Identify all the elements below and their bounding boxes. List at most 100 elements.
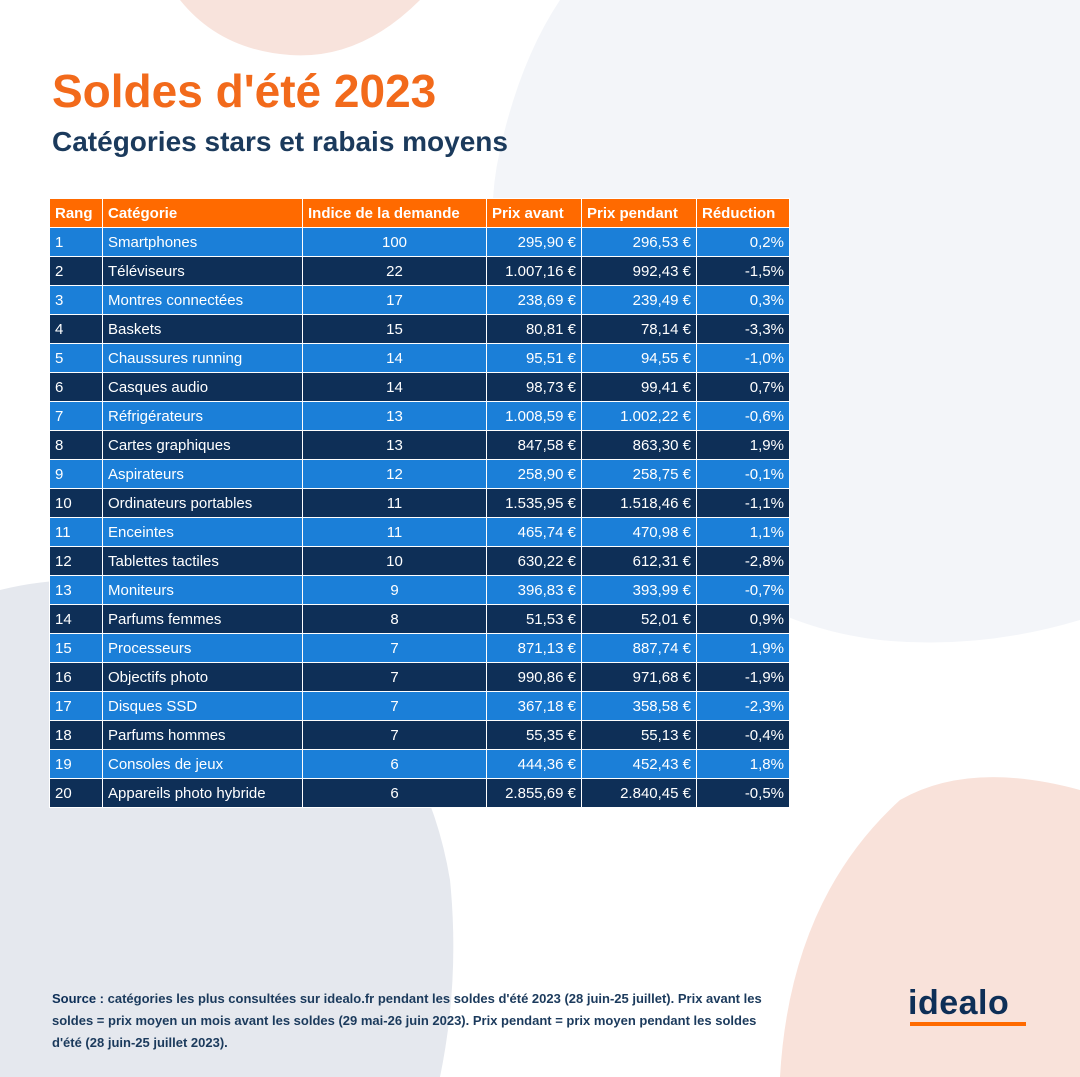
table-cell: 2.840,45 €	[581, 778, 697, 808]
table-cell: 94,55 €	[581, 343, 697, 373]
table-row: 11 Enceintes 11 465,74 €470,98 €1,1%	[49, 517, 790, 547]
table-cell: 1.002,22 €	[581, 401, 697, 431]
table-cell: 1,9%	[696, 633, 790, 663]
table-cell: Enceintes	[102, 517, 303, 547]
table-cell: 0,2%	[696, 227, 790, 257]
table-cell: Parfums femmes	[102, 604, 303, 634]
logo: idealo	[908, 984, 1010, 1022]
table: Rang Catégorie Indice de la demande Prix av…	[49, 198, 790, 808]
table-row: 4 Baskets 15 80,81 €78,14 € -3,3%	[49, 314, 790, 344]
table-cell: 11	[49, 517, 103, 547]
table-cell: 612,31 €	[581, 546, 697, 576]
table-row: 18 Parfums hommes 7 55,35 €55,13 € -0,4%	[49, 720, 790, 750]
table-cell: -1,5%	[696, 256, 790, 286]
table-cell: 1,1%	[696, 517, 790, 547]
table-cell: Ordinateurs portables	[102, 488, 303, 518]
table-cell: 13	[302, 401, 487, 431]
table-cell: 863,30 €	[581, 430, 697, 460]
table-cell: -0,7%	[696, 575, 790, 605]
table-cell: 3	[49, 285, 103, 315]
table-cell: 444,36 €	[486, 749, 582, 779]
table-cell: 1.008,59 €	[486, 401, 582, 431]
table-cell: 17	[302, 285, 487, 315]
table-cell: 9	[302, 575, 487, 605]
table-cell: 1.518,46 €	[581, 488, 697, 518]
table-cell: 452,43 €	[581, 749, 697, 779]
table-cell: -0,1%	[696, 459, 790, 489]
table-cell: 14	[302, 343, 487, 373]
table-cell: Montres connectées	[102, 285, 303, 315]
table-row: 20 Appareils photo hybride 6 2.855,69 €2.84…	[49, 778, 790, 808]
table-cell: Chaussures running	[102, 343, 303, 373]
table-row: 8 Cartes graphiques 13 847,58 €863,30 €1,9%	[49, 430, 790, 460]
table-cell: Réfrigérateurs	[102, 401, 303, 431]
table-cell: 6	[302, 749, 487, 779]
table-cell: 358,58 €	[581, 691, 697, 721]
table-cell: 1.535,95 €	[486, 488, 582, 518]
header-row: Rang Catégorie Indice de la demande Prix av…	[49, 198, 790, 228]
table-row: 7 Réfrigérateurs 13 1.008,59 €1.002,22 € -0,…	[49, 401, 790, 431]
table-cell: 258,75 €	[581, 459, 697, 489]
table-cell: 10	[49, 488, 103, 518]
source-note: Source : catégories les plus consultées …	[52, 988, 782, 1054]
table-row: 17 Disques SSD 7 367,18 €358,58 € -2,3%	[49, 691, 790, 721]
table-row: 6 Casques audio 14 98,73 €99,41 €0,7%	[49, 372, 790, 402]
table-cell: 10	[302, 546, 487, 576]
table-cell: -2,3%	[696, 691, 790, 721]
table-cell: -2,8%	[696, 546, 790, 576]
table-cell: 78,14 €	[581, 314, 697, 344]
table-cell: 7	[49, 401, 103, 431]
table-cell: 296,53 €	[581, 227, 697, 257]
table-cell: 80,81 €	[486, 314, 582, 344]
table-cell: 393,99 €	[581, 575, 697, 605]
table-cell: 55,13 €	[581, 720, 697, 750]
table-cell: 1,8%	[696, 749, 790, 779]
table-cell: 5	[49, 343, 103, 373]
table-cell: Aspirateurs	[102, 459, 303, 489]
table-cell: 1.007,16 €	[486, 256, 582, 286]
table-cell: 95,51 €	[486, 343, 582, 373]
table-cell: 2.855,69 €	[486, 778, 582, 808]
table-cell: Appareils photo hybride	[102, 778, 303, 808]
table-cell: Disques SSD	[102, 691, 303, 721]
table-cell: 9	[49, 459, 103, 489]
table-cell: 971,68 €	[581, 662, 697, 692]
table-cell: -1,0%	[696, 343, 790, 373]
table-cell: 15	[49, 633, 103, 663]
table-cell: 14	[49, 604, 103, 634]
table-cell: 100	[302, 227, 487, 257]
blob	[180, 0, 420, 56]
table-cell: 12	[302, 459, 487, 489]
table-cell: 295,90 €	[486, 227, 582, 257]
table-cell: 1,9%	[696, 430, 790, 460]
table-cell: 258,90 €	[486, 459, 582, 489]
table-row: 19 Consoles de jeux 6 444,36 €452,43 €1,8%	[49, 749, 790, 779]
table-cell: 12	[49, 546, 103, 576]
table-cell: Baskets	[102, 314, 303, 344]
table-cell: 13	[302, 430, 487, 460]
table-cell: 238,69 €	[486, 285, 582, 315]
table-cell: 22	[302, 256, 487, 286]
table-cell: 470,98 €	[581, 517, 697, 547]
table-cell: Parfums hommes	[102, 720, 303, 750]
source-text: catégories les plus consultées sur ideal…	[52, 991, 762, 1050]
table-cell: 15	[302, 314, 487, 344]
table-cell: 8	[49, 430, 103, 460]
table-cell: 4	[49, 314, 103, 344]
table-cell: 7	[302, 720, 487, 750]
table-cell: 871,13 €	[486, 633, 582, 663]
table-cell: -0,4%	[696, 720, 790, 750]
table-cell: 7	[302, 662, 487, 692]
table-cell: 52,01 €	[581, 604, 697, 634]
table-cell: 98,73 €	[486, 372, 582, 402]
table-cell: Téléviseurs	[102, 256, 303, 286]
table-cell: 13	[49, 575, 103, 605]
table-cell: 0,3%	[696, 285, 790, 315]
table-cell: 0,9%	[696, 604, 790, 634]
column-header: Rang	[49, 198, 103, 228]
table-cell: 55,35 €	[486, 720, 582, 750]
table-row: 12 Tablettes tactiles 10 630,22 €612,31 € -2…	[49, 546, 790, 576]
table-cell: 11	[302, 488, 487, 518]
table-cell: 992,43 €	[581, 256, 697, 286]
table-cell: 0,7%	[696, 372, 790, 402]
